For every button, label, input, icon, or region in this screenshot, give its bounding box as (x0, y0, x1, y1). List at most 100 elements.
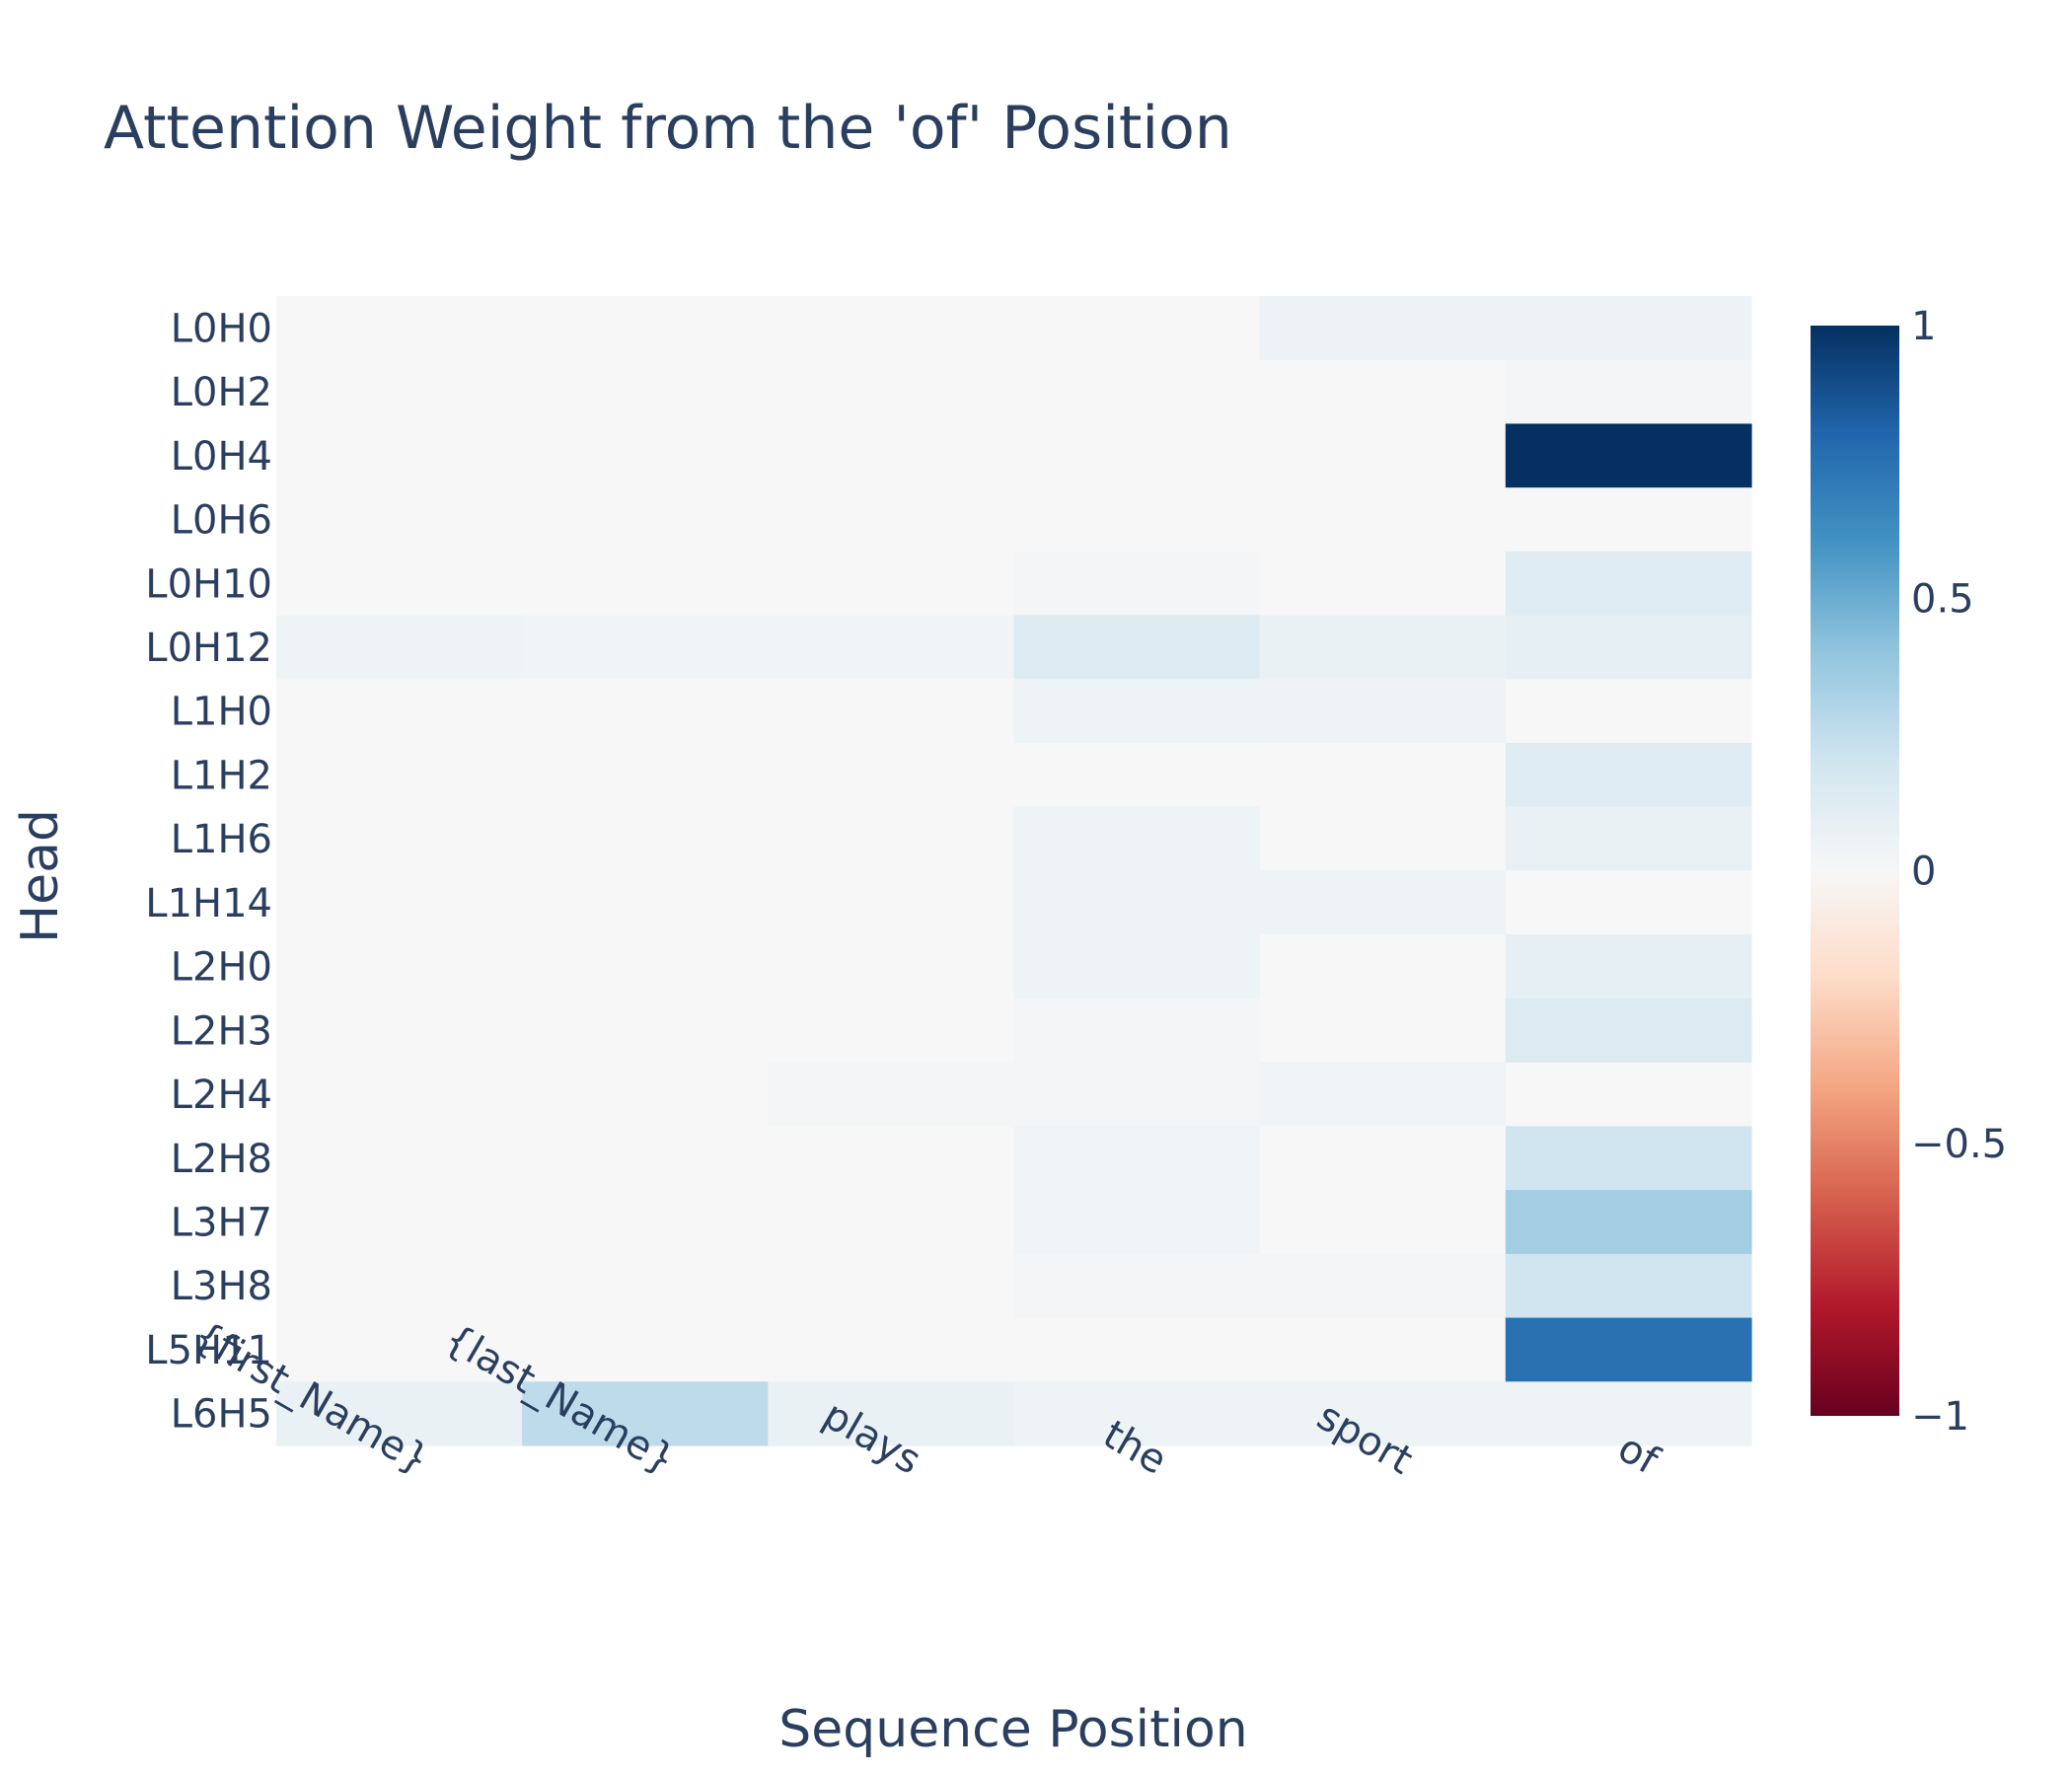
heatmap-cell (1505, 359, 1752, 425)
y-tick-label: L0H6 (171, 498, 272, 544)
heatmap-cell (1259, 487, 1507, 553)
heatmap-cell (1013, 1253, 1261, 1319)
heatmap-cell (1505, 934, 1752, 999)
heatmap-cell (1505, 1062, 1752, 1127)
heatmap-cell (276, 934, 523, 999)
y-tick-label: L1H6 (171, 817, 272, 862)
y-axis-title: Head (11, 809, 70, 943)
heatmap-cell (1013, 998, 1261, 1064)
x-axis-title: Sequence Position (778, 1700, 1248, 1759)
heatmap-cell (522, 806, 769, 872)
heatmap-cell (276, 743, 523, 808)
heatmap-cell (522, 359, 769, 425)
y-tick-label: L0H2 (171, 370, 272, 415)
heatmap-cell (276, 1381, 523, 1446)
heatmap-cell (1505, 743, 1752, 808)
heatmap-cell (522, 1381, 769, 1446)
heatmap-cell (522, 870, 769, 935)
y-tick-label: L1H2 (171, 753, 272, 798)
heatmap-cell (1259, 423, 1507, 488)
heatmap-cell (1259, 296, 1507, 361)
heatmap-cell (276, 423, 523, 488)
heatmap-cell (522, 487, 769, 553)
heatmap-cell (276, 359, 523, 425)
heatmap-cell (1505, 296, 1752, 361)
heatmap-cell (768, 934, 1015, 999)
heatmap-cell (1013, 1126, 1261, 1191)
heatmap-cell (1259, 934, 1507, 999)
heatmap-cell (276, 296, 523, 361)
heatmap-cell (522, 1253, 769, 1319)
heatmap-cell (1505, 870, 1752, 935)
heatmap-cell (522, 1062, 769, 1127)
heatmap-cell (276, 1190, 523, 1255)
colorbar-ticks: 1 0.5 0 −0.5 −1 (1911, 304, 2007, 1440)
colorbar-tick-label: −0.5 (1911, 1122, 2007, 1167)
y-tick-label: L2H3 (171, 1008, 272, 1054)
heatmap-cell (768, 1381, 1015, 1446)
heatmap-cell (276, 615, 523, 680)
heatmap-cell (768, 615, 1015, 680)
heatmap-cell (1259, 743, 1507, 808)
heatmap-cell (522, 743, 769, 808)
heatmap-cell (768, 1253, 1015, 1319)
heatmap-cell (1259, 998, 1507, 1064)
heatmap-cell (1013, 615, 1261, 680)
heatmap-cell (768, 998, 1015, 1064)
y-tick-label: L2H8 (171, 1137, 272, 1182)
heatmap-cell (1505, 1381, 1752, 1446)
heatmap-cell (768, 296, 1015, 361)
y-tick-label: L6H5 (171, 1392, 272, 1438)
heatmap-cell (1505, 615, 1752, 680)
heatmap-cell (1505, 679, 1752, 744)
heatmap-cell (1259, 679, 1507, 744)
heatmap-cell (1013, 487, 1261, 553)
heatmap-cell (768, 870, 1015, 935)
heatmap-cell (276, 679, 523, 744)
heatmap-cell (1505, 1190, 1752, 1255)
heatmap-cell (522, 551, 769, 617)
heatmap-cell (1259, 806, 1507, 872)
heatmap-cell (768, 806, 1015, 872)
heatmap-cell (522, 679, 769, 744)
heatmap-cell (276, 1062, 523, 1127)
heatmap-cell (1013, 296, 1261, 361)
y-tick-label: L3H7 (171, 1200, 272, 1245)
heatmap-cell (276, 551, 523, 617)
heatmap-cell (1505, 998, 1752, 1064)
heatmap-cell (768, 551, 1015, 617)
heatmap-cell (1505, 551, 1752, 617)
heatmap-cell (1259, 615, 1507, 680)
heatmap-cell (1259, 359, 1507, 425)
heatmap-cell (276, 1253, 523, 1319)
heatmap-cell (276, 1126, 523, 1191)
heatmap-cell (276, 998, 523, 1064)
heatmap-cell (276, 806, 523, 872)
chart-title: Attention Weight from the 'of' Position (104, 94, 1232, 163)
heatmap-cell (768, 679, 1015, 744)
heatmap-cell (1013, 359, 1261, 425)
heatmap-cell (522, 1190, 769, 1255)
heatmap-cell (522, 615, 769, 680)
heatmap-cell (768, 1126, 1015, 1191)
colorbar-tick-label: −1 (1911, 1394, 1969, 1440)
heatmap-cell (522, 423, 769, 488)
heatmap-cell (768, 1062, 1015, 1127)
heatmap-cell (1013, 1062, 1261, 1127)
heatmap-cell (1013, 1381, 1261, 1446)
y-tick-label: L2H0 (171, 945, 272, 991)
heatmap-cell (1013, 870, 1261, 935)
y-tick-label: L3H8 (171, 1264, 272, 1309)
heatmap-cell (1013, 1317, 1261, 1382)
heatmap-cell (1013, 743, 1261, 808)
heatmap-cell (522, 1317, 769, 1382)
y-tick-label: L1H14 (145, 881, 272, 926)
colorbar-tick-label: 0 (1911, 850, 1936, 895)
y-tick-label: L1H0 (171, 690, 272, 735)
y-tick-label: L0H4 (171, 434, 272, 480)
heatmap-cell (1505, 423, 1752, 488)
colorbar (1811, 326, 1899, 1416)
y-tick-label: L2H4 (171, 1073, 272, 1118)
colorbar-tick-label: 0.5 (1911, 576, 1974, 622)
